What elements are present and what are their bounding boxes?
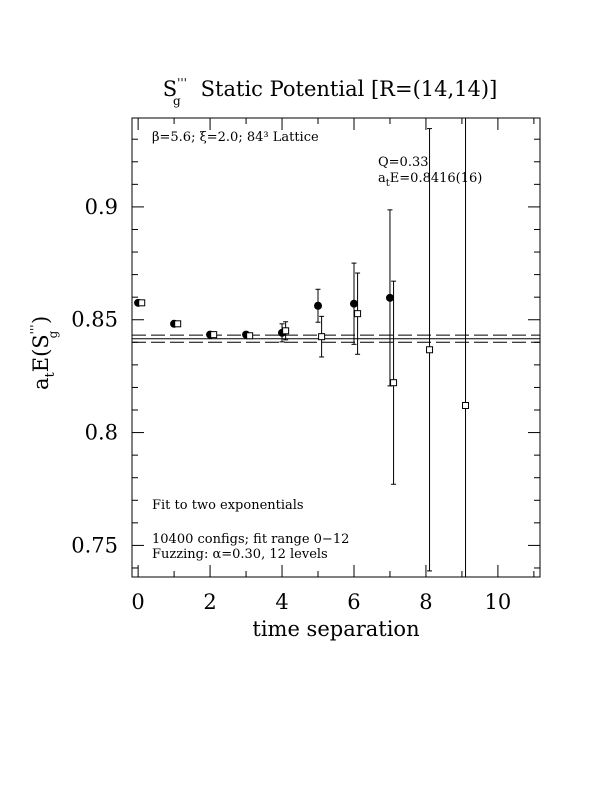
ann-a: a [378, 171, 386, 186]
title-sup: ''' [177, 76, 187, 90]
y-tick-label: 0.8 [85, 421, 118, 445]
x-tick-label: 10 [485, 590, 512, 614]
point [390, 379, 398, 387]
ylabel-sub2: g [46, 330, 60, 338]
point [385, 293, 394, 302]
y-tick-label: 0.75 [71, 533, 118, 557]
point [174, 320, 182, 328]
point [462, 401, 470, 409]
ylabel-mid: E(S [29, 334, 53, 372]
point [210, 331, 218, 339]
ann-rest: E=0.8416(16) [390, 171, 483, 186]
annotation: Fuzzing: α=0.30, 12 levels [152, 547, 328, 562]
ylabel-sup: ''' [28, 324, 42, 334]
x-tick-label: 2 [203, 590, 216, 614]
point [349, 299, 358, 308]
point [426, 346, 434, 354]
annotation: β=5.6; ξ=2.0; 84³ Lattice [152, 130, 319, 145]
annotation: atE=0.8416(16) [378, 171, 482, 189]
annotation: 10400 configs; fit range 0−12 [152, 532, 349, 547]
point [246, 332, 254, 340]
y-tick-label: 0.9 [85, 195, 118, 219]
title-text: Static Potential [R=(14,14)] [201, 77, 498, 101]
point [318, 333, 326, 341]
point [314, 301, 323, 310]
annotation: Fit to two exponentials [152, 498, 304, 513]
ylabel-sub: t [43, 371, 58, 377]
x-tick-label: 4 [275, 590, 288, 614]
y-axis-label: atE(S''' g ) [28, 316, 60, 390]
title-sub: g [173, 94, 181, 108]
annotation: Q=0.33 [378, 155, 429, 170]
x-tick-label: 8 [419, 590, 432, 614]
point [282, 327, 290, 335]
y-tick-label: 0.85 [71, 308, 118, 332]
x-axis-label: time separation [252, 617, 419, 641]
ylabel-end: ) [29, 316, 53, 331]
chart-title: S''' g Static Potential [R=(14,14)] [163, 76, 498, 108]
ann-sub: t [386, 178, 390, 189]
plot-area [132, 118, 540, 577]
point [354, 310, 362, 318]
x-tick-label: 6 [347, 590, 360, 614]
point [138, 299, 146, 307]
title-symbol: S [163, 77, 177, 101]
x-tick-label: 0 [131, 590, 144, 614]
plot-frame [131, 117, 541, 578]
ylabel-a: a [29, 377, 53, 390]
